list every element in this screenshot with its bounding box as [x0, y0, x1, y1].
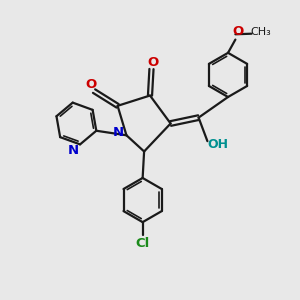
Text: Cl: Cl — [136, 237, 150, 250]
Text: O: O — [233, 25, 244, 38]
Text: CH₃: CH₃ — [250, 27, 271, 37]
Text: O: O — [85, 78, 96, 91]
Text: O: O — [147, 56, 159, 69]
Text: OH: OH — [207, 138, 228, 151]
Text: N: N — [112, 126, 124, 140]
Text: N: N — [68, 144, 79, 158]
